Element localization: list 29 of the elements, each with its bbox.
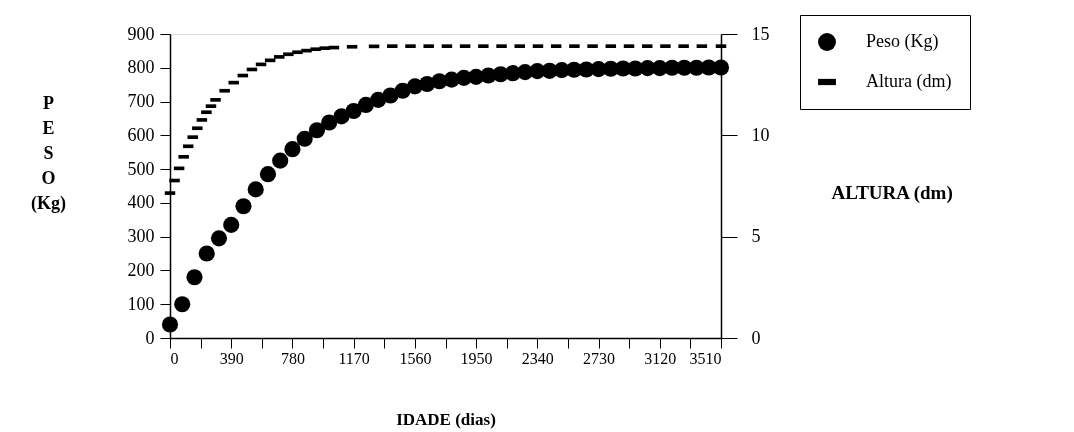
x-tick-label: 2730	[583, 349, 616, 367]
y-tick-label: 700	[127, 91, 155, 112]
y2-axis-title: ALTURA (dm)	[831, 181, 953, 204]
y-tick-label: 200	[127, 259, 155, 280]
y-tick-label: 900	[127, 23, 155, 44]
x-tick-label: 3120	[644, 349, 677, 367]
legend-label: Altura (dm)	[866, 71, 952, 92]
x-tick-label: 0	[170, 349, 179, 367]
x-tick-label: 780	[280, 349, 305, 367]
y2-tick-label: 10	[751, 124, 770, 145]
y-axis-title: PESO (Kg)	[31, 92, 66, 214]
y-tick-label: 500	[127, 158, 155, 179]
y2-tick-label: 15	[751, 23, 770, 44]
y-tick-label: 0	[145, 327, 155, 348]
legend-label: Peso (Kg)	[866, 31, 939, 52]
y2-tick-label: 0	[751, 327, 761, 348]
y-tick-label: 600	[127, 124, 155, 145]
x-tick-label: 1950	[460, 349, 493, 367]
x-tick-label: 2340	[521, 349, 554, 367]
y2-tick-label: 5	[751, 226, 761, 247]
x-tick-label: 1560	[399, 349, 432, 367]
y-tick-label: 400	[127, 192, 155, 213]
y-tick-label: 300	[127, 226, 155, 247]
x-tick-label: 1170	[338, 349, 370, 367]
x-axis-title: IDADE (dias)	[396, 409, 496, 429]
x-tick-label: 390	[219, 349, 244, 367]
y-tick-label: 100	[127, 293, 155, 314]
x-tick-label: 3510	[689, 349, 722, 367]
y-tick-label: 800	[127, 57, 155, 78]
